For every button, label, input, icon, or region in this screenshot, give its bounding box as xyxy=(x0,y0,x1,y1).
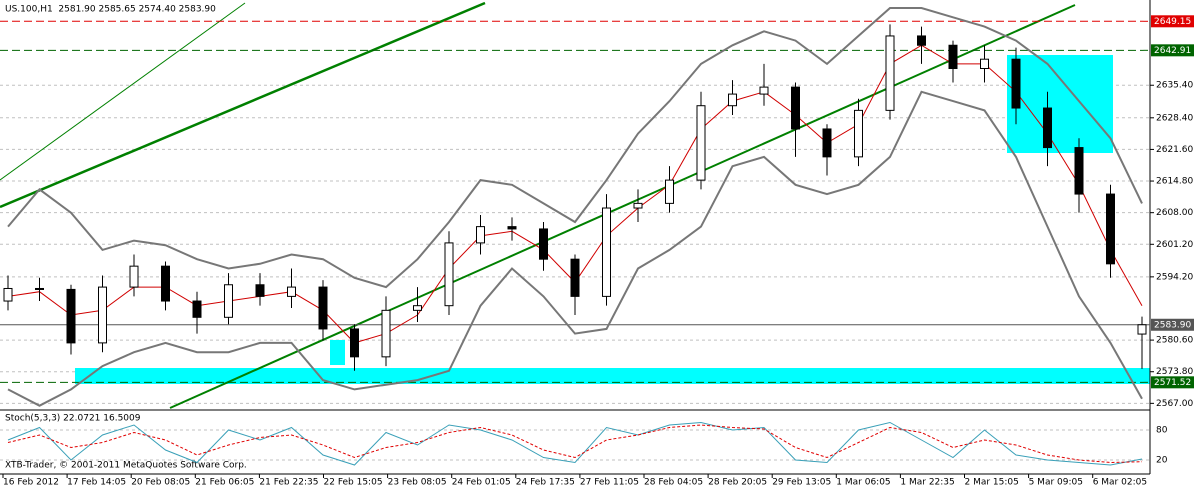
candle-body xyxy=(413,305,422,311)
stoch-k xyxy=(7,421,1143,466)
candle-body xyxy=(350,328,359,358)
candle-body xyxy=(476,226,485,244)
trend-line xyxy=(0,1,486,209)
price-label: 2583.90 xyxy=(1154,320,1191,330)
candle-body xyxy=(570,258,580,297)
candle-body xyxy=(224,284,233,318)
candle-body xyxy=(539,228,548,260)
x-tick-label: 17 Feb 14:05 xyxy=(67,478,126,488)
y-tick-label: 2628.40 xyxy=(1156,113,1193,123)
candle-body xyxy=(98,286,107,344)
band-lower xyxy=(7,90,1143,407)
candle-body xyxy=(948,44,958,70)
y-tick-label: 2567.00 xyxy=(1156,399,1193,409)
y-tick-label: 2614.80 xyxy=(1156,177,1193,187)
trend-line xyxy=(169,4,1076,409)
band-upper xyxy=(7,7,1143,289)
candle-body xyxy=(161,265,170,302)
candle-body xyxy=(1011,58,1021,109)
candle-body xyxy=(885,35,895,111)
candle-body xyxy=(129,265,139,288)
price-label-box xyxy=(1151,15,1194,28)
x-tick-label: 2 Mar 15:05 xyxy=(965,478,1019,488)
x-tick-label: 28 Feb 04:05 xyxy=(644,478,703,488)
footer: XTB-Trader, © 2001-2011 MetaQuotes Softw… xyxy=(5,461,247,471)
stoch-tick-label: 20 xyxy=(1156,456,1168,466)
candle-body xyxy=(980,58,989,70)
candle-body xyxy=(759,86,769,95)
price-label: 2642.91 xyxy=(1154,46,1191,56)
x-tick-label: 20 Feb 08:05 xyxy=(131,478,190,488)
trend-line xyxy=(0,2,246,181)
x-tick-label: 16 Feb 2012 xyxy=(3,478,59,488)
x-tick-label: 27 Feb 11:05 xyxy=(580,478,639,488)
candle-body xyxy=(192,300,202,318)
y-tick-label: 2573.80 xyxy=(1156,367,1193,377)
candle-body xyxy=(1106,193,1115,265)
candle-body xyxy=(1043,107,1052,149)
stoch-d xyxy=(7,424,1143,464)
x-tick-label: 22 Feb 15:05 xyxy=(324,478,383,488)
candle-body xyxy=(444,242,454,307)
candle-body xyxy=(1137,324,1147,335)
candle-body xyxy=(318,286,328,330)
candle-body xyxy=(791,86,800,130)
y-tick-label: 2621.60 xyxy=(1156,145,1193,155)
candle-body xyxy=(507,226,517,230)
y-tick-label: 2594.20 xyxy=(1156,272,1193,282)
candle-body xyxy=(255,284,265,297)
y-tick-label: 2601.20 xyxy=(1156,240,1193,250)
x-tick-label: 1 Mar 06:05 xyxy=(836,478,890,488)
y-tick-label: 2580.60 xyxy=(1156,336,1193,346)
candle-body xyxy=(822,128,832,158)
x-tick-label: 21 Feb 22:35 xyxy=(259,478,318,488)
candle-body xyxy=(381,309,391,358)
x-tick-label: 28 Feb 20:05 xyxy=(708,478,767,488)
chart-title: US.100,H1 2581.90 2585.65 2574.40 2583.9… xyxy=(5,5,216,15)
candle-body xyxy=(696,105,706,181)
candle-body xyxy=(633,202,643,209)
x-tick-label: 24 Feb 17:35 xyxy=(516,478,575,488)
candle-body xyxy=(602,207,611,297)
y-tick-label: 2635.40 xyxy=(1156,81,1193,91)
candle-body xyxy=(665,179,674,204)
candle-body xyxy=(287,286,296,297)
price-label: 2571.52 xyxy=(1154,378,1191,388)
candle-body xyxy=(917,35,926,46)
x-tick-label: 21 Feb 06:05 xyxy=(195,478,254,488)
price-label: 2649.15 xyxy=(1154,17,1191,27)
highlight-zone xyxy=(75,368,1150,384)
price-label-box xyxy=(1151,376,1194,389)
candle-body xyxy=(35,287,44,290)
price-label-box xyxy=(1151,44,1194,57)
x-tick-label: 24 Feb 01:05 xyxy=(452,478,511,488)
highlight-zone xyxy=(330,340,345,365)
x-tick-label: 23 Feb 08:05 xyxy=(388,478,447,488)
x-tick-label: 6 Mar 02:05 xyxy=(1093,478,1147,488)
y-tick-label: 2608.00 xyxy=(1156,208,1193,218)
x-tick-label: 5 Mar 09:05 xyxy=(1029,478,1083,488)
price-label-box xyxy=(1151,318,1194,331)
candle-body xyxy=(3,287,13,302)
highlight-zone xyxy=(1007,55,1113,153)
candle-body xyxy=(854,109,863,158)
stoch-title: Stoch(5,3,3) 22.0721 16.5009 xyxy=(5,414,141,424)
candle-body xyxy=(66,288,76,344)
candle-body xyxy=(728,93,737,107)
stoch-tick-label: 80 xyxy=(1156,426,1168,436)
x-tick-label: 1 Mar 22:35 xyxy=(900,478,954,488)
candle-body xyxy=(1074,147,1084,195)
x-tick-label: 29 Feb 13:05 xyxy=(772,478,831,488)
